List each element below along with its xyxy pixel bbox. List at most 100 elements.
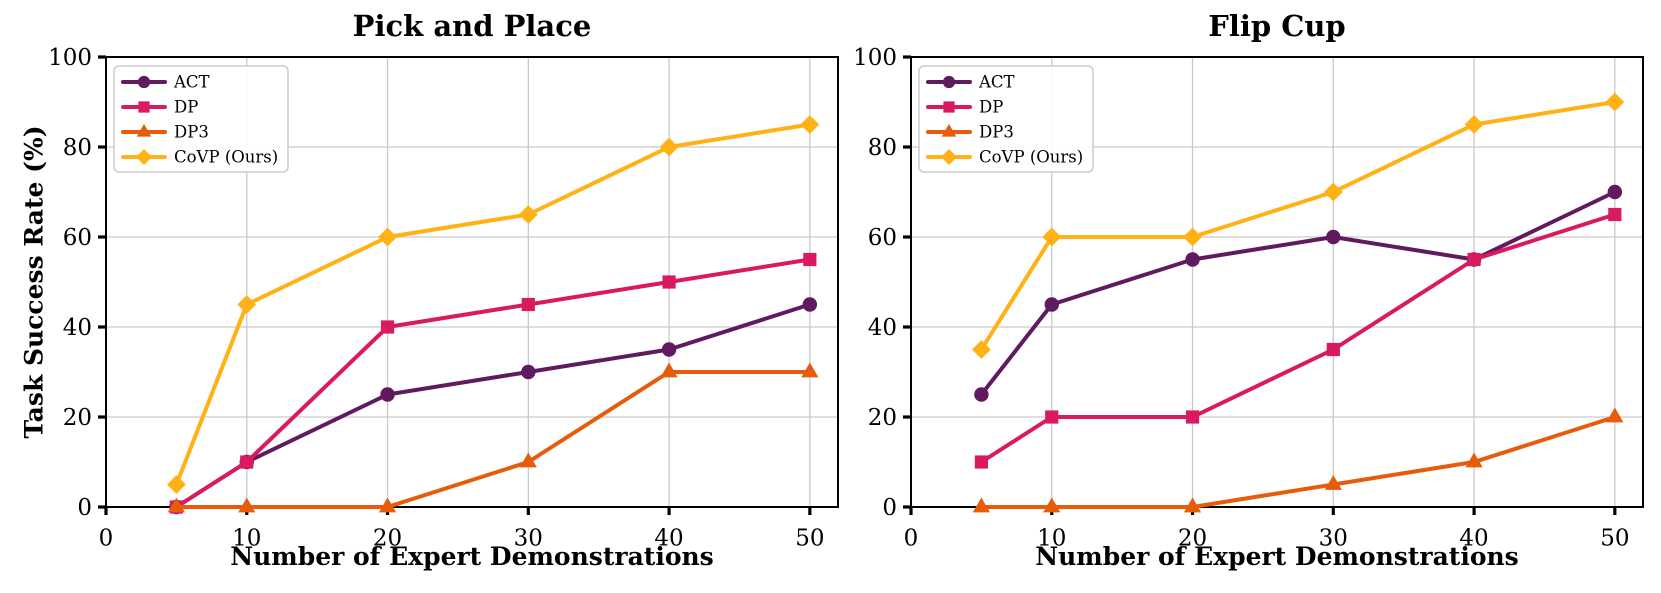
series-line [979,190,1617,397]
circle-marker [1185,252,1200,267]
plot-border [910,56,1644,508]
circle-marker [974,387,989,402]
series-line [979,100,1617,352]
x-tick-label: 50 [795,526,824,552]
diamond-marker [971,340,991,359]
circle-marker [1607,184,1623,200]
axis-ticks: 0 10 20 30 40 50 0 20 40 60 80 100 [48,45,824,552]
square-marker [1045,410,1059,424]
diamond-marker [518,205,538,224]
legend: ACT DP DP3 CoVP (Ours) [113,65,289,173]
square-marker [1185,410,1200,424]
series-act [974,184,1623,402]
y-tick-label: 100 [853,45,897,71]
series-line [174,370,812,509]
plot-border [105,56,839,508]
diamond-marker [1464,115,1484,134]
diamond-marker [378,227,397,247]
circle-icon [137,75,151,89]
diamond-icon [136,149,152,165]
circle-marker [661,342,677,357]
series-covp-ours [166,115,820,494]
x-tick-label: 40 [654,526,683,552]
x-tick-label: 40 [1459,526,1488,552]
series-dp3 [167,362,819,513]
legend-label: ACT [173,73,210,92]
triangle-marker [167,497,185,513]
circle-marker [1044,297,1059,312]
legend-item-act: ACT [121,73,210,92]
circle-marker [521,364,536,380]
square-marker [803,252,817,267]
x-tick-label: 30 [514,526,543,552]
diamond-marker [800,115,820,134]
square-marker [240,455,254,469]
circle-marker [802,297,818,312]
y-tick-label: 60 [868,225,897,251]
legend-item-act: ACT [926,73,1015,92]
triangle-marker [1606,407,1624,423]
diamond-marker [1323,182,1343,202]
y-tick-label: 60 [63,225,92,251]
series-dp3 [972,407,1624,513]
triangle-marker [1183,497,1202,513]
triangle-marker [972,497,990,513]
x-axis-label-right: Number of Expert Demonstrations [1035,542,1519,571]
diamond-icon [941,149,957,165]
series-dp [974,207,1622,469]
x-tick-label: 50 [1600,526,1629,552]
legend-box [113,65,289,173]
circle-marker [1326,229,1341,245]
triangle-marker [1324,475,1342,490]
legend-item-dp3: DP3 [121,123,209,142]
square-marker [1608,207,1622,222]
triangle-icon [941,123,957,137]
diamond-marker [1183,227,1202,247]
y-tick-label: 20 [63,405,92,431]
x-tick-label: 0 [904,526,919,552]
triangle-marker [378,497,397,513]
x-tick-label: 20 [1178,526,1207,552]
legend-label: DP [174,98,198,117]
legend-item-covp-ours: CoVP (Ours) [121,148,278,167]
legend: ACT DP DP3 CoVP (Ours) [918,65,1094,173]
y-axis-label: Task Success Rate (%) [19,125,49,439]
axis-ticks: 0 10 20 30 40 50 0 20 40 60 80 100 [853,45,1629,552]
y-tick-label: 80 [63,135,92,161]
x-tick-label: 10 [232,526,261,552]
series-line [174,122,812,487]
triangle-marker [1465,452,1483,468]
chart-pick-and-place: 0 10 20 30 40 50 0 20 40 60 80 100 ACT DP DP3 CoVP (Our… [48,45,839,552]
diamond-marker [659,137,679,157]
triangle-marker [660,362,678,378]
x-tick-label: 0 [99,526,114,552]
chart-flip-cup: 0 10 20 30 40 50 0 20 40 60 80 100 ACT DP DP3 CoVP (Our… [853,45,1644,552]
triangle-marker [238,497,256,513]
y-tick-label: 20 [868,405,897,431]
legend-label: CoVP (Ours) [979,148,1083,167]
legend-item-covp-ours: CoVP (Ours) [926,148,1083,167]
x-axis-label-left: Number of Expert Demonstrations [230,542,714,571]
series-covp-ours [971,92,1625,359]
chart-title-pick-and-place: Pick and Place [352,9,592,43]
legend-label: DP3 [979,123,1014,142]
square-icon [138,101,150,113]
y-tick-label: 0 [882,495,897,521]
square-marker [1326,342,1340,357]
legend-box [918,65,1094,173]
square-icon [943,101,955,113]
series-line [979,212,1617,464]
y-tick-label: 80 [868,135,897,161]
legend-label: ACT [978,73,1015,92]
y-tick-label: 100 [48,45,92,71]
diamond-marker [166,475,186,494]
diamond-marker [1042,227,1062,247]
triangle-marker [519,452,537,468]
legend-label: DP [979,98,1003,117]
chart-title-flip-cup: Flip Cup [1208,9,1346,43]
x-tick-label: 10 [1037,526,1066,552]
legend-label: CoVP (Ours) [174,148,278,167]
legend-item-dp: DP [926,98,1003,117]
y-tick-label: 40 [63,315,92,341]
